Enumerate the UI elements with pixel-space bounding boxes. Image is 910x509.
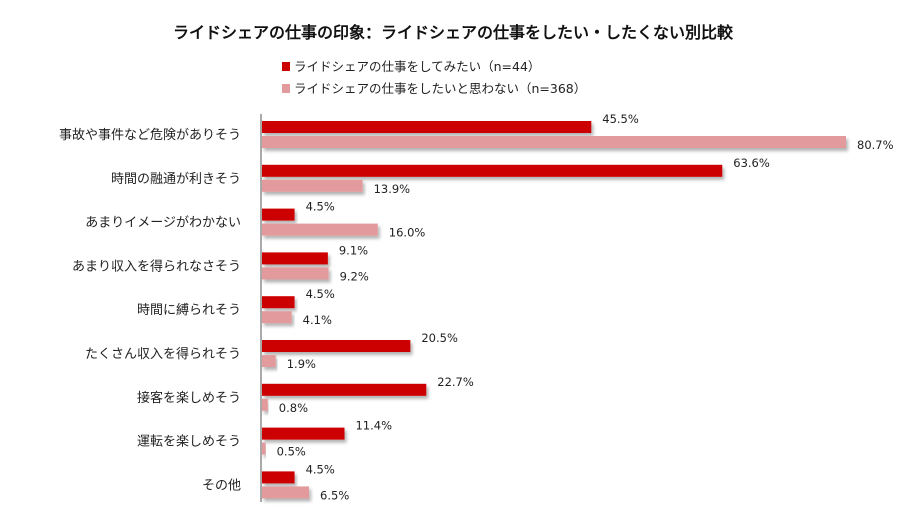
legend-label-series-2: ライドシェアの仕事をしたいと思わない（n=368） — [294, 81, 586, 96]
bar-series-1 — [262, 383, 427, 396]
data-label-series-1: 9.1% — [339, 243, 368, 257]
bar-series-2 — [262, 486, 310, 499]
bar-series-2 — [262, 355, 276, 367]
category-label: あまり収入を得られなさそう — [72, 258, 241, 274]
category-label: 時間に縛られそう — [137, 302, 241, 318]
category-label: あまりイメージがわかない — [85, 216, 241, 231]
bar-series-2 — [262, 311, 292, 324]
bar-series-2 — [262, 136, 846, 148]
bar-series-1 — [262, 164, 723, 177]
data-label-series-2: 4.1% — [303, 313, 332, 327]
category-label: 接客を楽しめそう — [137, 390, 241, 406]
data-label-series-1: 4.5% — [306, 462, 335, 476]
legend-swatch-series-2 — [282, 84, 290, 93]
category-label: たくさん収入を得られそう — [85, 346, 241, 362]
data-label-series-2: 0.5% — [277, 445, 306, 459]
bar-series-1 — [262, 252, 328, 265]
bar-series-1 — [262, 340, 411, 352]
data-label-series-2: 6.5% — [320, 488, 349, 502]
data-label-series-2: 80.7% — [857, 138, 894, 152]
data-label-series-1: 45.5% — [602, 112, 639, 126]
data-label-series-1: 20.5% — [421, 331, 458, 345]
bar-series-1 — [262, 427, 345, 440]
chart-title: ライドシェアの仕事の印象：ライドシェアの仕事をしたい・したくない別比較 — [173, 23, 734, 42]
data-label-series-2: 16.0% — [389, 226, 426, 240]
data-label-series-1: 22.7% — [437, 375, 474, 389]
bar-series-1 — [262, 296, 295, 309]
data-label-series-1: 63.6% — [733, 156, 770, 170]
data-label-series-2: 13.9% — [374, 182, 411, 196]
bar-series-2 — [262, 223, 378, 236]
data-label-series-2: 9.2% — [340, 269, 369, 283]
bar-series-2 — [262, 179, 363, 192]
data-label-series-1: 11.4% — [355, 419, 392, 433]
data-label-series-2: 0.8% — [279, 401, 308, 415]
legend-label-series-1: ライドシェアの仕事をしてみたい（n=44） — [294, 59, 540, 74]
bar-series-1 — [262, 208, 295, 221]
category-label: 運転を楽しめそう — [137, 434, 241, 450]
bar-series-2 — [262, 267, 329, 280]
data-label-series-1: 4.5% — [306, 287, 335, 301]
legend: ライドシェアの仕事をしてみたい（n=44） ライドシェアの仕事をしたいと思わない… — [282, 59, 586, 96]
bar-series-1 — [262, 121, 592, 133]
category-label: 事故や事件など危険がありそう — [59, 128, 241, 143]
bar-series-2 — [262, 398, 268, 411]
bar-series-2 — [262, 442, 266, 455]
bar-series-1 — [262, 471, 295, 484]
category-label: その他 — [202, 478, 241, 493]
data-label-series-2: 1.9% — [287, 357, 316, 371]
legend-swatch-series-1 — [282, 62, 290, 71]
data-label-series-1: 4.5% — [306, 200, 335, 214]
category-label: 時間の融通が利きそう — [111, 172, 241, 187]
